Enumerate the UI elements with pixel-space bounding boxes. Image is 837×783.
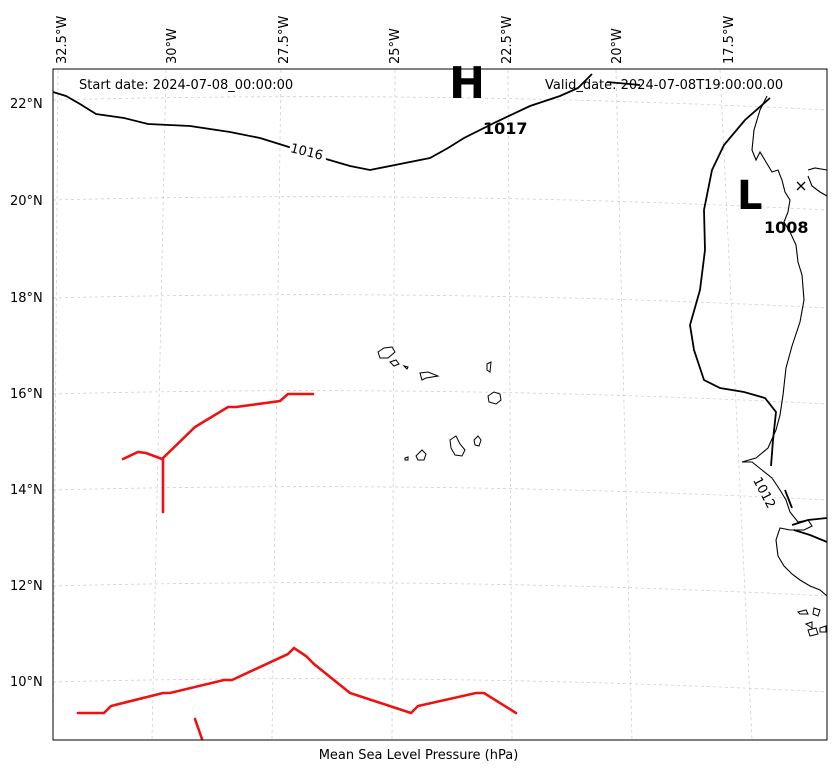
lon-label-30w: 30°W [165, 28, 180, 64]
start-date-label: Start date: 2024-07-08_00:00:00 [79, 78, 294, 93]
lat-label-12n: 12°N [10, 579, 43, 594]
valid-date-label: Valid_date: 2024-07-08T19:00:00.00 [545, 78, 784, 93]
island-santo-antao [377, 346, 396, 359]
low-center-symbol: L [737, 173, 763, 219]
island-boa-vista [487, 391, 502, 405]
bissagos-islands [797, 607, 827, 637]
island-maio [473, 435, 482, 447]
lat-label-22n: 22°N [10, 97, 43, 112]
lon-label-22-5w: 22.5°W [500, 15, 515, 64]
lat-label-14n: 14°N [10, 483, 43, 498]
lon-label-17-5w: 17.5°W [722, 15, 737, 64]
parallel-20n [52, 196, 828, 211]
parallel-14n [52, 486, 828, 501]
map-caption: Mean Sea Level Pressure (hPa) [318, 748, 519, 763]
lat-label-18n: 18°N [10, 291, 43, 306]
meridian-17-5w [719, 69, 753, 741]
island-fogo [415, 449, 427, 461]
lat-label-16n: 16°N [10, 387, 43, 402]
parallel-12n [52, 582, 828, 597]
island-sao-nicolau [419, 371, 440, 381]
high-center-value: 1017 [483, 119, 528, 138]
meridian-22-5w [507, 69, 513, 741]
island-santa-luzia [402, 365, 409, 370]
low-center-value: 1008 [764, 218, 809, 237]
lon-label-32-5w: 32.5°W [55, 15, 70, 64]
lon-label-20w: 20°W [610, 28, 625, 64]
fronts [76, 392, 518, 741]
coastline-north [807, 167, 828, 197]
meridian-30w [151, 69, 167, 741]
meridian-27-5w [271, 69, 282, 741]
isobar-1012 [606, 81, 793, 509]
isobar-east [791, 517, 828, 543]
island-brava [404, 456, 409, 461]
isobars [52, 73, 828, 543]
parallel-22n [52, 96, 828, 111]
front-south-stub [193, 717, 204, 741]
lon-label-25w: 25°W [388, 28, 403, 64]
cape-verde-islands [377, 346, 502, 461]
meridian-20w [615, 69, 633, 741]
high-center-symbol: H [449, 66, 481, 109]
parallel-10n [52, 678, 828, 693]
island-sao-vicente [389, 359, 400, 367]
island-santiago [449, 435, 466, 457]
meridian-25w [391, 69, 396, 741]
front-south [76, 646, 518, 715]
meridian-32-5w [52, 69, 59, 741]
graticule [52, 69, 828, 741]
lat-label-10n: 10°N [10, 675, 43, 690]
island-sal [486, 361, 492, 373]
parallel-18n [52, 294, 828, 309]
pressure-marker-x [796, 181, 806, 191]
lon-label-27-5w: 27.5°W [277, 15, 292, 64]
parallel-16n [52, 390, 828, 405]
map-frame [52, 68, 828, 741]
front-north [121, 392, 315, 461]
coastline-africa [741, 95, 828, 597]
isobar-1016 [52, 73, 593, 171]
lat-label-20n: 20°N [10, 194, 43, 209]
